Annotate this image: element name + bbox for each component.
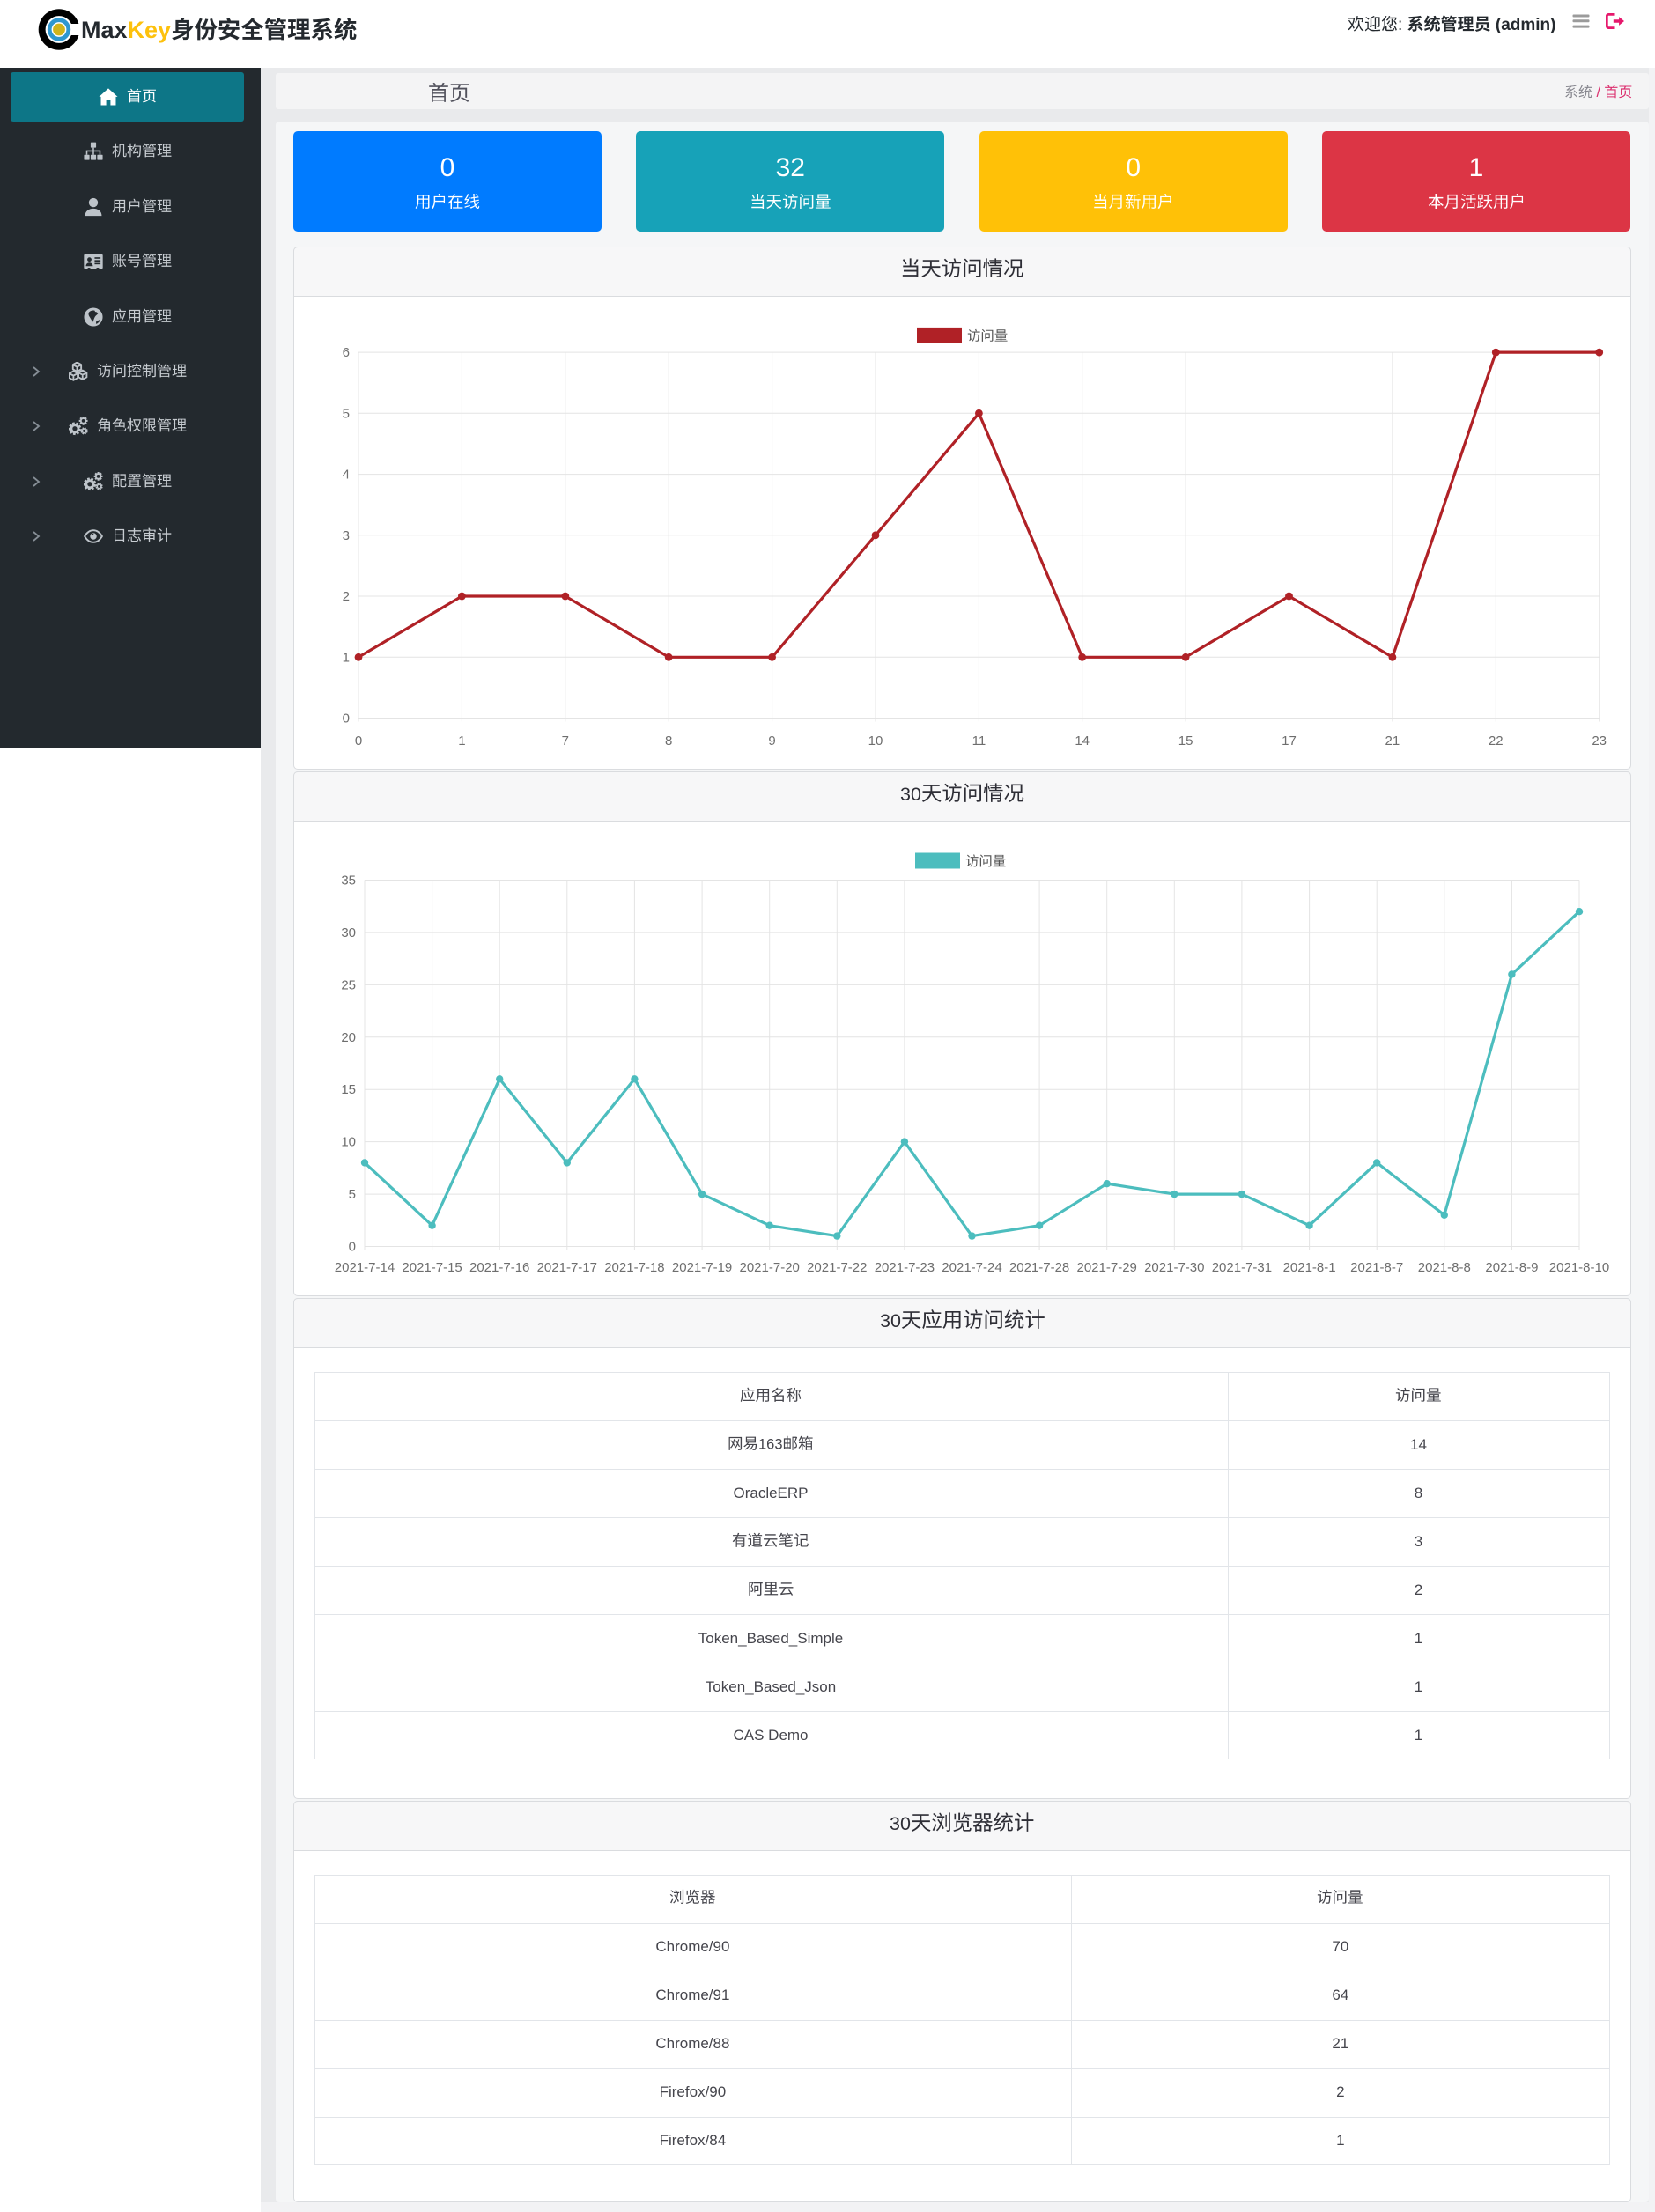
svg-text:30: 30: [900, 784, 921, 805]
svg-text:5: 5: [349, 1187, 356, 1202]
svg-text:17: 17: [1282, 734, 1297, 748]
svg-text:10: 10: [341, 1134, 356, 1149]
svg-text:2021-7-23: 2021-7-23: [875, 1260, 935, 1275]
svg-text:2: 2: [343, 589, 350, 604]
svg-text:2021-7-24: 2021-7-24: [942, 1260, 1001, 1275]
svg-text:(admin): (admin): [1491, 16, 1556, 34]
svg-text:30: 30: [890, 1813, 911, 1834]
svg-text:5: 5: [343, 406, 350, 421]
svg-text:Max: Max: [81, 17, 128, 43]
svg-text:30: 30: [880, 1310, 901, 1331]
svg-text:14: 14: [1075, 734, 1090, 748]
svg-text:30: 30: [341, 925, 356, 940]
svg-text:21: 21: [1385, 734, 1400, 748]
svg-text:25: 25: [341, 977, 356, 992]
svg-text:2021-8-9: 2021-8-9: [1485, 1260, 1538, 1275]
svg-text:2021-7-22: 2021-7-22: [807, 1260, 867, 1275]
svg-text:3: 3: [343, 527, 350, 542]
svg-text:2021-7-19: 2021-7-19: [672, 1260, 732, 1275]
svg-text:0: 0: [355, 734, 362, 748]
svg-text:2021-7-20: 2021-7-20: [740, 1260, 800, 1275]
svg-text:7: 7: [562, 734, 569, 748]
svg-text:15: 15: [341, 1082, 356, 1097]
svg-text:2021-7-15: 2021-7-15: [402, 1260, 462, 1275]
svg-text:2021-7-14: 2021-7-14: [335, 1260, 395, 1275]
svg-text:2021-8-8: 2021-8-8: [1418, 1260, 1471, 1275]
svg-text:163: 163: [758, 1436, 783, 1452]
svg-text:1: 1: [458, 734, 465, 748]
svg-text:2021-7-16: 2021-7-16: [469, 1260, 529, 1275]
svg-text::: :: [1398, 16, 1407, 34]
svg-text:9: 9: [768, 734, 775, 748]
svg-text:2021-7-30: 2021-7-30: [1144, 1260, 1204, 1275]
svg-text:22: 22: [1489, 734, 1504, 748]
svg-text:2021-7-29: 2021-7-29: [1077, 1260, 1137, 1275]
svg-text:0: 0: [343, 711, 350, 726]
svg-text:2021-7-28: 2021-7-28: [1009, 1260, 1069, 1275]
svg-text:11: 11: [972, 734, 986, 748]
svg-text:/: /: [1592, 85, 1604, 100]
svg-text:8: 8: [665, 734, 672, 748]
svg-text:1: 1: [343, 650, 350, 665]
svg-text:20: 20: [341, 1029, 356, 1044]
svg-text:2021-8-10: 2021-8-10: [1549, 1260, 1609, 1275]
svg-text:23: 23: [1592, 734, 1607, 748]
svg-text:2021-8-7: 2021-8-7: [1350, 1260, 1403, 1275]
svg-text:15: 15: [1178, 734, 1193, 748]
svg-text:35: 35: [341, 873, 356, 888]
svg-text:4: 4: [343, 467, 350, 482]
svg-text:2021-7-18: 2021-7-18: [604, 1260, 664, 1275]
svg-text:2021-8-1: 2021-8-1: [1283, 1260, 1336, 1275]
svg-text:10: 10: [868, 734, 883, 748]
svg-text:Key: Key: [128, 17, 172, 43]
svg-text:2021-7-31: 2021-7-31: [1212, 1260, 1272, 1275]
svg-text:6: 6: [343, 345, 350, 360]
svg-text:2021-7-17: 2021-7-17: [537, 1260, 597, 1275]
svg-text:0: 0: [349, 1239, 356, 1254]
